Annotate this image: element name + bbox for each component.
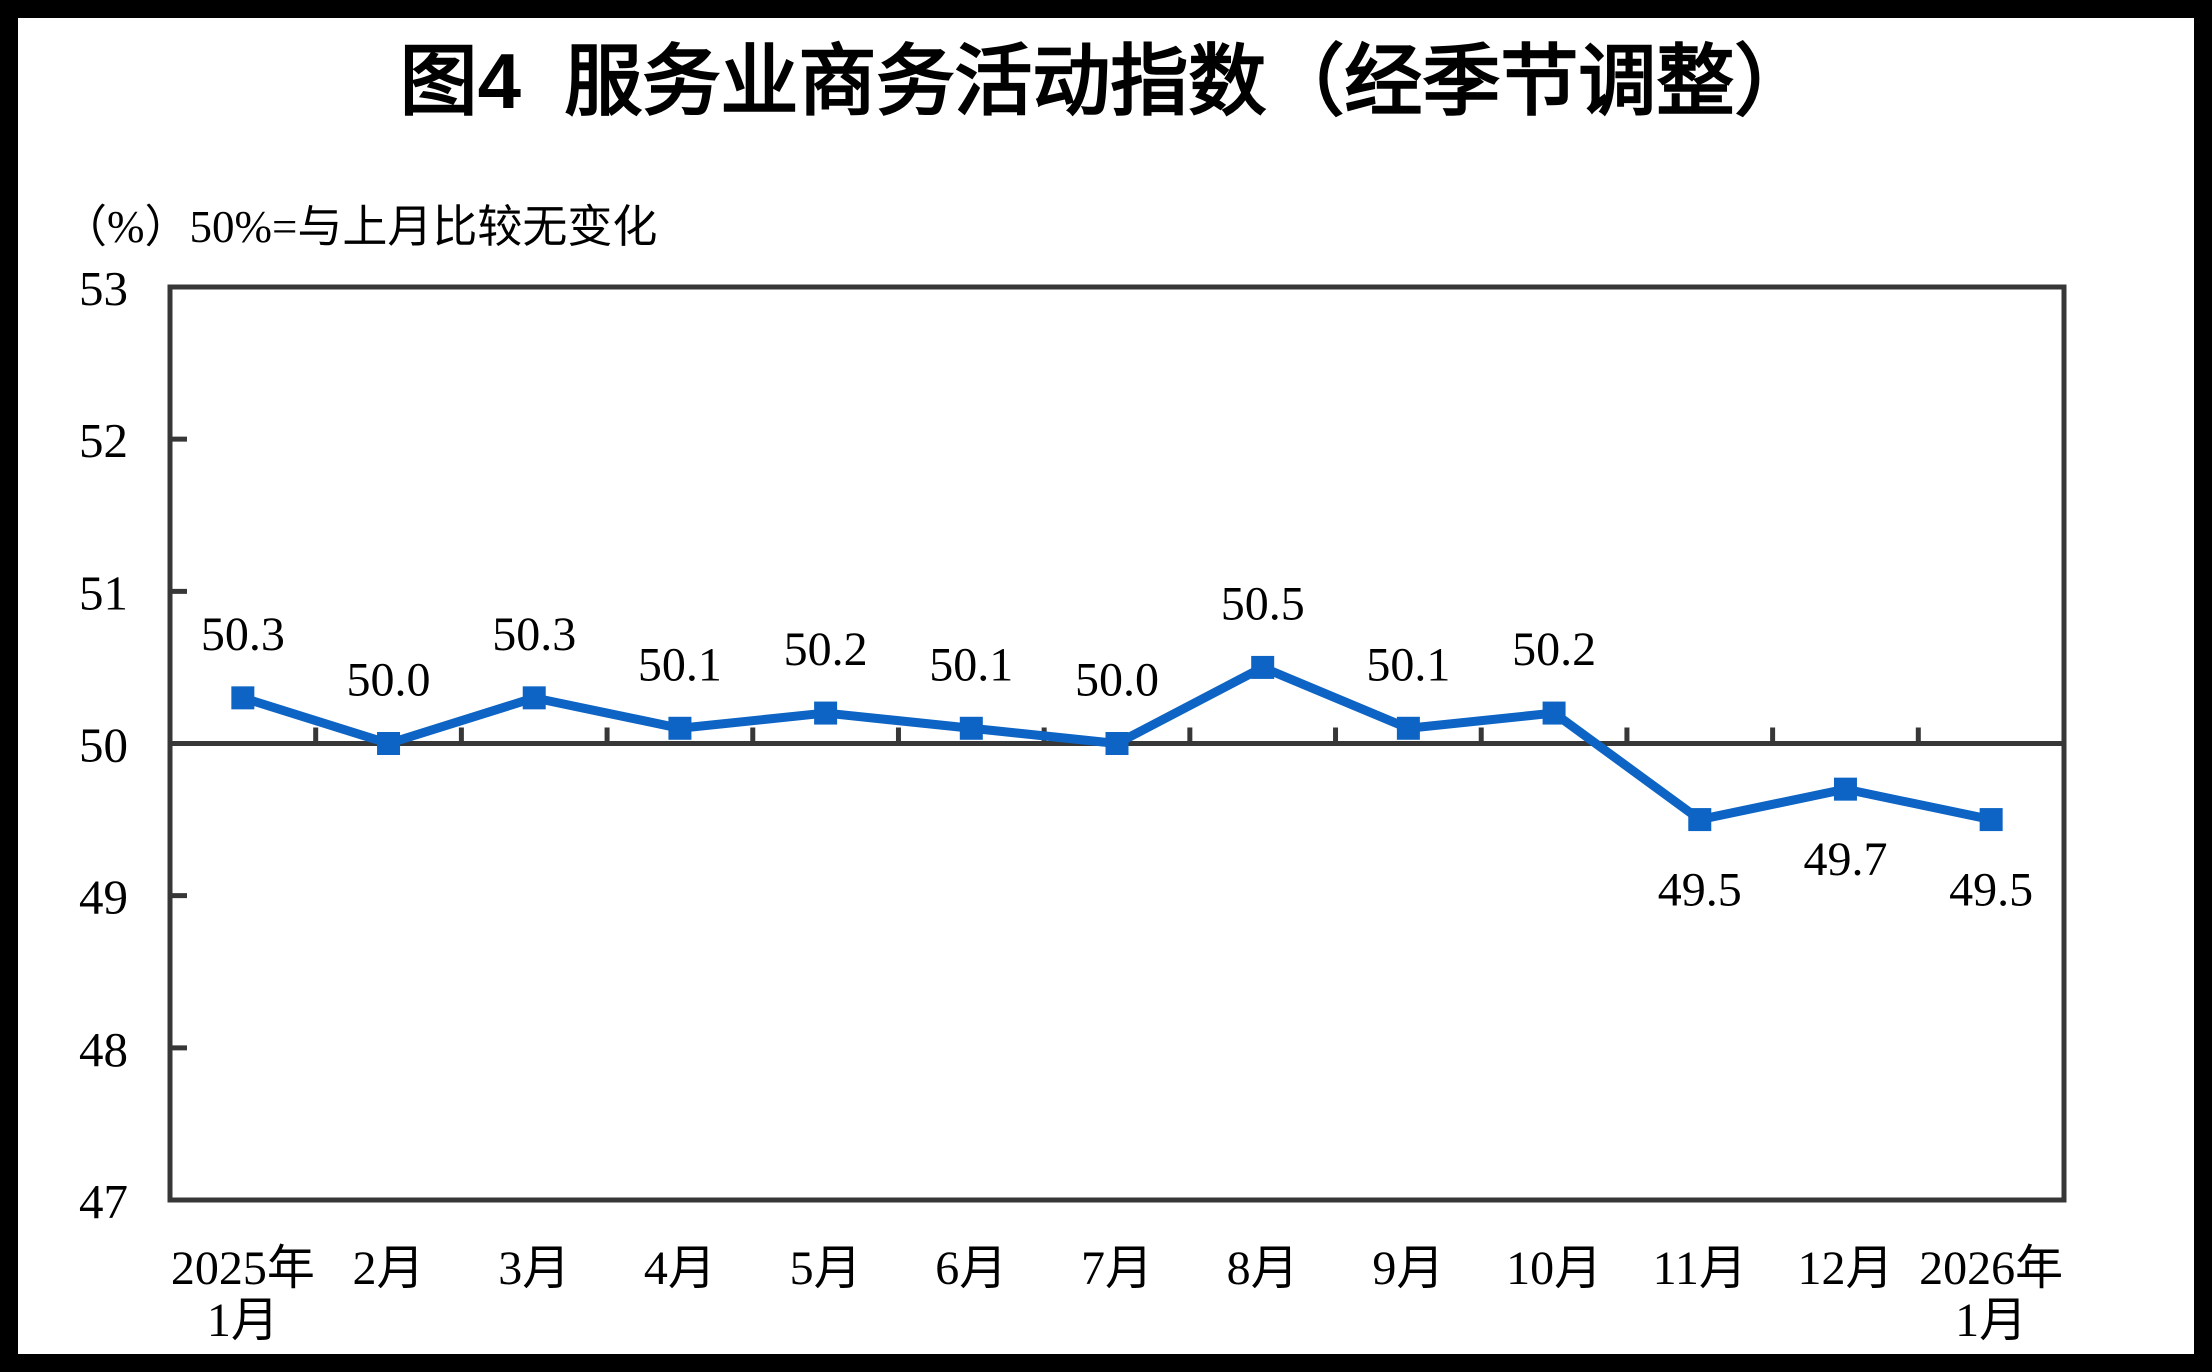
data-point-label: 50.5: [1221, 577, 1305, 630]
data-point-marker: [1396, 716, 1420, 740]
x-axis-label: 2025年: [171, 1242, 315, 1295]
data-point-marker: [1105, 732, 1129, 755]
y-axis-tick-label: 52: [79, 413, 128, 468]
x-axis-label: 10月: [1506, 1242, 1602, 1295]
data-point-marker: [1542, 701, 1566, 725]
data-point-label: 49.5: [1658, 864, 1742, 917]
x-axis-label: 11月: [1653, 1242, 1747, 1295]
x-axis-label: 7月: [1081, 1242, 1153, 1295]
x-axis-label: 2026年: [1919, 1242, 2063, 1295]
data-point-label: 50.3: [492, 608, 576, 661]
data-point-label: 50.1: [638, 638, 722, 691]
data-point-label: 50.1: [1366, 638, 1450, 691]
data-point-label: 50.0: [347, 654, 431, 707]
data-point-label: 49.7: [1803, 833, 1887, 886]
plot-area: 47 48 49 50 51 52 53 50.3 50.0 50.3 50.1 50.2 50.1 50…: [79, 261, 2067, 1347]
x-axis-label: 12月: [1797, 1242, 1893, 1295]
chart-title: 图4 服务业商务活动指数（经季节调整）: [400, 37, 1813, 125]
data-point-label: 50.3: [201, 608, 285, 661]
x-axis-label: 8月: [1227, 1242, 1299, 1295]
data-point-marker: [814, 701, 838, 725]
x-axis-label: 3月: [498, 1242, 570, 1295]
x-axis-label-line2: 1月: [207, 1294, 279, 1347]
y-axis-tick-label: 49: [79, 870, 128, 925]
x-axis-label: 6月: [935, 1242, 1007, 1295]
y-axis-tick-label: 51: [79, 565, 128, 620]
data-point-label: 49.5: [1949, 864, 2033, 917]
data-point-marker: [668, 716, 692, 740]
data-point-marker: [1251, 655, 1275, 679]
data-point-marker: [522, 686, 546, 710]
data-point-marker: [377, 732, 401, 755]
data-point-marker: [231, 686, 255, 710]
data-point-label: 50.2: [1512, 623, 1596, 676]
x-axis-label: 4月: [644, 1242, 716, 1295]
chart-subtitle-unit-note: （%）50%=与上月比较无变化: [62, 202, 657, 252]
y-axis-tick-label: 48: [79, 1022, 128, 1077]
x-axis-label-line2: 1月: [1955, 1294, 2027, 1347]
y-axis-tick-label: 53: [79, 261, 128, 316]
x-axis-label: 9月: [1372, 1242, 1444, 1295]
data-point-label: 50.0: [1075, 654, 1159, 707]
data-point-label: 50.2: [784, 623, 868, 676]
y-axis-tick-label: 50: [79, 718, 128, 773]
x-axis-label: 2月: [353, 1242, 425, 1295]
x-axis-label: 5月: [790, 1242, 862, 1295]
data-point-marker: [959, 716, 983, 740]
data-point-marker: [1979, 808, 2003, 832]
data-point-label: 50.1: [929, 638, 1013, 691]
data-point-marker: [1688, 808, 1712, 832]
data-point-marker: [1833, 777, 1857, 801]
y-axis-tick-label: 47: [79, 1174, 128, 1229]
